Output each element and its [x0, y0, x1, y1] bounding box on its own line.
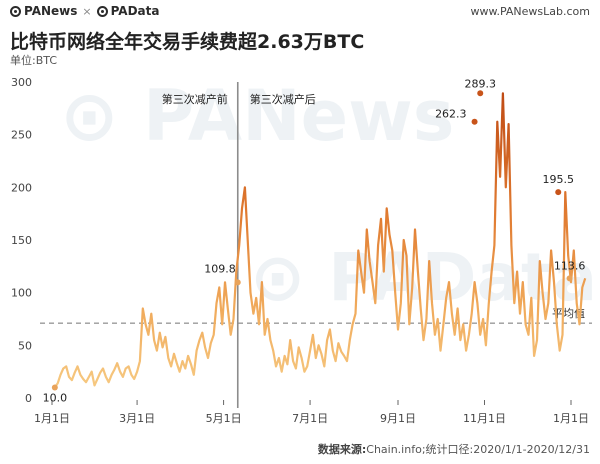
y-tick-label: 300 [11, 76, 32, 89]
x-tick-label: 7月1日 [292, 412, 328, 425]
source-text: Chain.info;统计口径:2020/1/1-2020/12/31 [366, 443, 590, 456]
annotation-dot [555, 189, 562, 196]
brand-left: PANews [24, 4, 78, 18]
halving-divider-group: 第三次减产前 第三次减产后 [162, 82, 316, 408]
x-tick-label: 3月1日 [119, 412, 155, 425]
annotation-dot [234, 279, 241, 286]
x-tick-label: 1月1日 [553, 412, 589, 425]
annotation-label: 195.5 [542, 173, 574, 186]
y-tick-label: 250 [11, 129, 32, 142]
y-tick-label: 200 [11, 181, 32, 194]
x-tick-label: 1月1日 [34, 412, 70, 425]
header-bar: PANews × PAData www.PANewsLab.com [0, 0, 600, 22]
watermark-panews: ⊙ PANews [60, 75, 454, 157]
series-group [53, 92, 587, 389]
x-tick-label: 9月1日 [380, 412, 416, 425]
annotation-dot [51, 384, 58, 391]
y-tick-label: 50 [18, 339, 32, 352]
y-tick-label: 150 [11, 234, 32, 247]
site-url[interactable]: www.PANewsLab.com [470, 5, 591, 18]
annotation-label: 113.6 [554, 259, 586, 272]
x-axis: 1月1日 3月1日 5月1日 7月1日 9月1日 11月1日 1月1日 [34, 400, 589, 425]
annotation-label: 289.3 [464, 77, 496, 90]
chart-title: 比特币网络全年交易手续费超2.63万BTC [10, 31, 365, 53]
padata-logo-icon [96, 5, 108, 17]
annotation-dot [566, 275, 573, 282]
annotations-group: 10.0 109.8 262.3 289.3 195.5 113.6 [43, 77, 586, 404]
brand-logos: PANews × PAData [10, 4, 159, 18]
halving-before-label: 第三次减产前 [162, 92, 228, 106]
x-tick-label: 5月1日 [206, 412, 242, 425]
y-tick-label: 0 [25, 392, 32, 405]
annotation-label: 262.3 [435, 108, 467, 121]
x-tick-label: 11月1日 [463, 412, 506, 425]
y-tick-label: 100 [11, 287, 32, 300]
source-label: 数据来源: [317, 443, 367, 456]
annotation-label: 109.8 [204, 262, 236, 275]
halving-after-label: 第三次减产后 [250, 92, 316, 106]
y-axis: 0 50 100 150 200 250 300 [11, 76, 32, 405]
watermark-padata: ⊙ PAData [250, 239, 597, 316]
panews-logo-icon [10, 5, 21, 17]
series-line [53, 92, 587, 389]
annotation-dot [477, 90, 484, 97]
annotation-dot [471, 118, 478, 125]
brand-right: PAData [110, 4, 160, 18]
annotation-label: 10.0 [43, 391, 68, 404]
brand-separator: × [82, 4, 92, 18]
unit-label: 单位:BTC [10, 54, 58, 67]
source-footer: 数据来源:Chain.info;统计口径:2020/1/1-2020/12/31 [318, 441, 590, 457]
